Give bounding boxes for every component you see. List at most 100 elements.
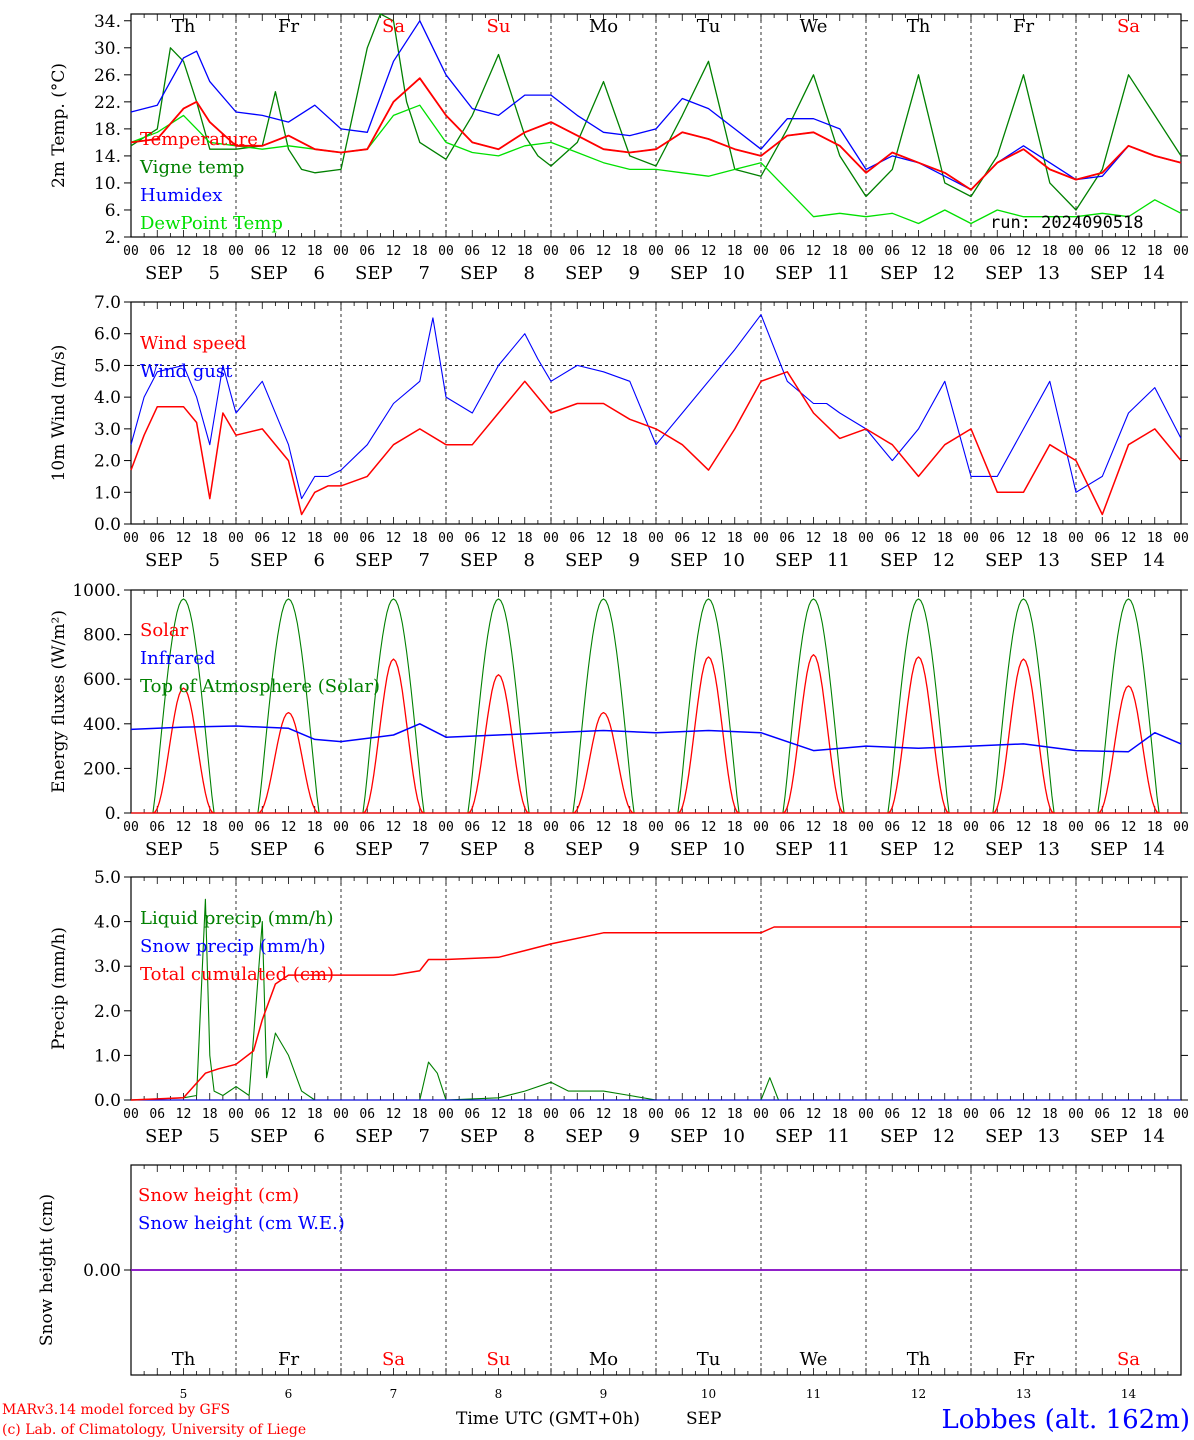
- date-day-label: 12: [932, 263, 955, 284]
- x-axis-month: SEP: [686, 1409, 722, 1429]
- hour-tick-label: 06: [884, 531, 900, 546]
- y-tick-label: 4.0: [94, 388, 121, 408]
- series-line-solar: [572, 711, 635, 814]
- date-day-label: 7: [419, 550, 430, 571]
- date-day-label: 11: [827, 1126, 850, 1147]
- day-number-label: 14: [1121, 1387, 1137, 1401]
- hour-tick-label: 00: [543, 820, 559, 835]
- hour-tick-label: 12: [281, 1107, 297, 1122]
- hour-tick-label: 18: [202, 244, 218, 259]
- date-day-label: 5: [209, 1126, 220, 1147]
- hour-tick-label: 00: [333, 820, 349, 835]
- date-month-label: SEP: [460, 1126, 498, 1147]
- hour-tick-label: 06: [674, 244, 690, 259]
- date-month-label: SEP: [880, 263, 918, 284]
- y-tick-label: 30.: [94, 39, 121, 59]
- hour-tick-label: 18: [412, 244, 428, 259]
- date-month-label: SEP: [250, 263, 288, 284]
- hour-tick-label: 18: [517, 244, 533, 259]
- date-day-label: 11: [827, 839, 850, 860]
- hour-tick-label: 00: [963, 244, 979, 259]
- hour-tick-label: 00: [1173, 531, 1189, 546]
- hour-tick-label: 06: [989, 1107, 1005, 1122]
- hour-tick-label: 00: [438, 820, 454, 835]
- series-line-solar: [887, 656, 950, 814]
- date-month-label: SEP: [565, 550, 603, 571]
- legend-entry: Wind gust: [140, 361, 233, 382]
- date-month-label: SEP: [565, 1126, 603, 1147]
- hour-tick-label: 06: [254, 1107, 270, 1122]
- hour-tick-label: 00: [1173, 1107, 1189, 1122]
- hour-tick-label: 18: [622, 820, 638, 835]
- hour-tick-label: 18: [307, 531, 323, 546]
- date-month-label: SEP: [355, 550, 393, 571]
- hour-tick-label: 00: [753, 531, 769, 546]
- y-tick-label: 800.: [83, 626, 121, 646]
- date-month-label: SEP: [250, 550, 288, 571]
- hour-tick-label: 18: [622, 1107, 638, 1122]
- date-month-label: SEP: [880, 839, 918, 860]
- series-line-wind-gust: [130, 314, 1182, 500]
- legend-entry: Liquid precip (mm/h): [140, 908, 334, 929]
- hour-tick-label: 00: [123, 1107, 139, 1122]
- hour-tick-label: 06: [149, 1107, 165, 1122]
- hour-tick-label: 06: [149, 820, 165, 835]
- date-month-label: SEP: [880, 550, 918, 571]
- legend-entry: Humidex: [140, 185, 222, 206]
- date-day-label: 8: [524, 839, 535, 860]
- date-month-label: SEP: [1090, 839, 1128, 860]
- hour-tick-label: 06: [254, 820, 270, 835]
- hour-tick-label: 18: [727, 820, 743, 835]
- hour-tick-label: 18: [202, 531, 218, 546]
- y-tick-label: 22.: [94, 93, 121, 113]
- day-number-label: 12: [911, 1387, 926, 1401]
- day-of-week-label: Su: [487, 1349, 511, 1370]
- hour-tick-label: 12: [806, 820, 822, 835]
- date-day-label: 11: [827, 263, 850, 284]
- hour-tick-label: 00: [543, 1107, 559, 1122]
- hour-tick-label: 12: [1016, 820, 1032, 835]
- date-month-label: SEP: [775, 263, 813, 284]
- date-month-label: SEP: [460, 550, 498, 571]
- hour-tick-label: 18: [937, 531, 953, 546]
- y-tick-label: 3.0: [94, 957, 121, 977]
- date-month-label: SEP: [565, 839, 603, 860]
- hour-tick-label: 06: [569, 1107, 585, 1122]
- hour-tick-label: 06: [674, 820, 690, 835]
- day-number-label: 11: [806, 1387, 821, 1401]
- date-day-label: 5: [209, 839, 220, 860]
- hour-tick-label: 00: [858, 1107, 874, 1122]
- series-line-solar: [467, 674, 530, 814]
- hour-tick-label: 18: [307, 1107, 323, 1122]
- date-day-label: 6: [314, 263, 325, 284]
- hour-tick-label: 18: [832, 820, 848, 835]
- y-axis-label: 2m Temp. (°C): [49, 63, 69, 188]
- date-day-label: 9: [629, 839, 640, 860]
- hour-tick-label: 06: [674, 531, 690, 546]
- hour-tick-label: 12: [386, 820, 402, 835]
- footer-model: MARv3.14 model forced by GFS: [2, 1402, 230, 1418]
- date-month-label: SEP: [355, 839, 393, 860]
- hour-tick-label: 00: [963, 1107, 979, 1122]
- hour-tick-label: 06: [989, 244, 1005, 259]
- hour-tick-label: 00: [753, 244, 769, 259]
- series-line: [130, 13, 1182, 211]
- hour-tick-label: 00: [753, 820, 769, 835]
- series-line-toa-solar: [467, 598, 530, 814]
- hour-tick-label: 18: [727, 1107, 743, 1122]
- day-of-week-label: Mo: [589, 16, 618, 37]
- hour-tick-label: 00: [1068, 531, 1084, 546]
- y-tick-label: 2.: [105, 228, 121, 248]
- date-day-label: 13: [1037, 263, 1060, 284]
- hour-tick-label: 06: [569, 531, 585, 546]
- hour-tick-label: 18: [412, 531, 428, 546]
- hour-tick-label: 00: [228, 820, 244, 835]
- hour-tick-label: 12: [176, 531, 192, 546]
- hour-tick-label: 00: [1068, 244, 1084, 259]
- date-day-label: 6: [314, 839, 325, 860]
- panel-frame-3: [130, 589, 1182, 814]
- hour-tick-label: 12: [1016, 531, 1032, 546]
- date-day-label: 14: [1142, 1126, 1165, 1147]
- hour-tick-label: 06: [569, 244, 585, 259]
